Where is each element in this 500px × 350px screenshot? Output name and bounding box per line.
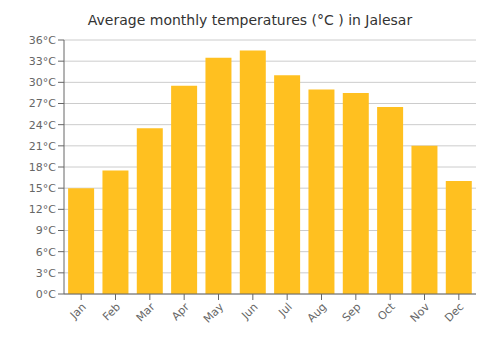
svg-text:9°C: 9°C: [36, 224, 56, 237]
svg-text:Jan: Jan: [67, 300, 89, 322]
svg-text:Nov: Nov: [408, 300, 433, 325]
svg-text:Dec: Dec: [442, 300, 466, 324]
svg-text:Jun: Jun: [238, 300, 260, 322]
svg-text:12°C: 12°C: [29, 203, 56, 216]
svg-text:27°C: 27°C: [29, 97, 56, 110]
svg-text:Sep: Sep: [340, 300, 364, 324]
svg-text:Apr: Apr: [169, 300, 192, 323]
svg-text:3°C: 3°C: [36, 267, 56, 280]
svg-text:Feb: Feb: [100, 300, 123, 323]
svg-text:33°C: 33°C: [29, 55, 56, 68]
svg-text:21°C: 21°C: [29, 140, 56, 153]
html-text:Average monthly temperatures (: Average monthly temperatures (°C ) in Ja…: [87, 12, 413, 28]
svg-text:36°C: 36°C: [29, 34, 56, 47]
svg-text:6°C: 6°C: [36, 246, 56, 259]
svg-text:Aug: Aug: [305, 300, 329, 324]
svg-text:May: May: [201, 300, 227, 326]
svg-text:Oct: Oct: [375, 300, 398, 323]
svg-text:15°C: 15°C: [29, 182, 56, 195]
svg-text:24°C: 24°C: [29, 119, 56, 132]
svg-text:Mar: Mar: [134, 300, 158, 324]
svg-text:18°C: 18°C: [29, 161, 56, 174]
svg-text:30°C: 30°C: [29, 76, 56, 89]
svg-text:Jul: Jul: [276, 300, 295, 319]
svg-text:0°C: 0°C: [36, 288, 56, 301]
